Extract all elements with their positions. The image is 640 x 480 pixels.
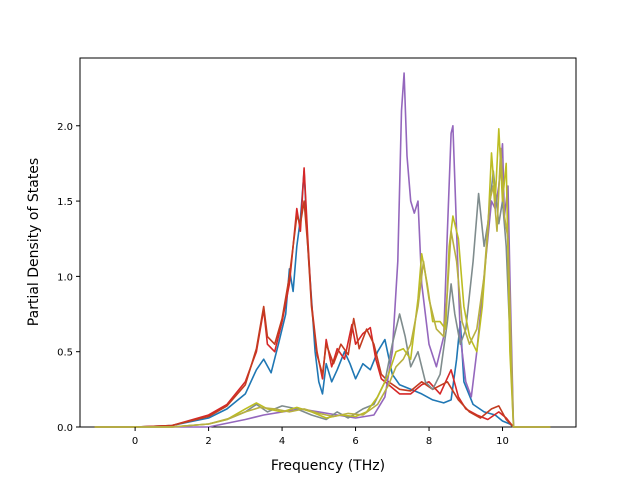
x-tick-label: 6 (352, 436, 358, 447)
y-tick-label: 2.0 (57, 122, 73, 133)
plot-area: 0 2 4 6 8 10 0.0 0.5 1.0 1.5 2.0 (57, 57, 577, 447)
x-tick-label: 4 (279, 436, 285, 447)
x-tick-label: 8 (426, 436, 432, 447)
x-tick-label: 2 (205, 436, 211, 447)
series-line-7 (94, 147, 551, 428)
plot-frame (79, 57, 577, 428)
series-line-3 (94, 200, 551, 428)
series-line-4 (94, 72, 551, 428)
x-axis-label: Frequency (THz) (271, 458, 385, 474)
y-tick-label: 0.5 (57, 348, 73, 359)
y-axis-ticks: 0.0 0.5 1.0 1.5 2.0 (57, 122, 80, 434)
y-tick-label: 0.0 (57, 423, 73, 434)
y-tick-label: 1.0 (57, 272, 73, 283)
x-axis-ticks: 0 2 4 6 8 10 (132, 427, 509, 447)
series-lines (94, 72, 551, 428)
x-tick-label: 0 (132, 436, 138, 447)
y-tick-label: 1.5 (57, 197, 73, 208)
y-axis-label: Partial Density of States (26, 158, 42, 326)
x-tick-label: 10 (496, 436, 509, 447)
